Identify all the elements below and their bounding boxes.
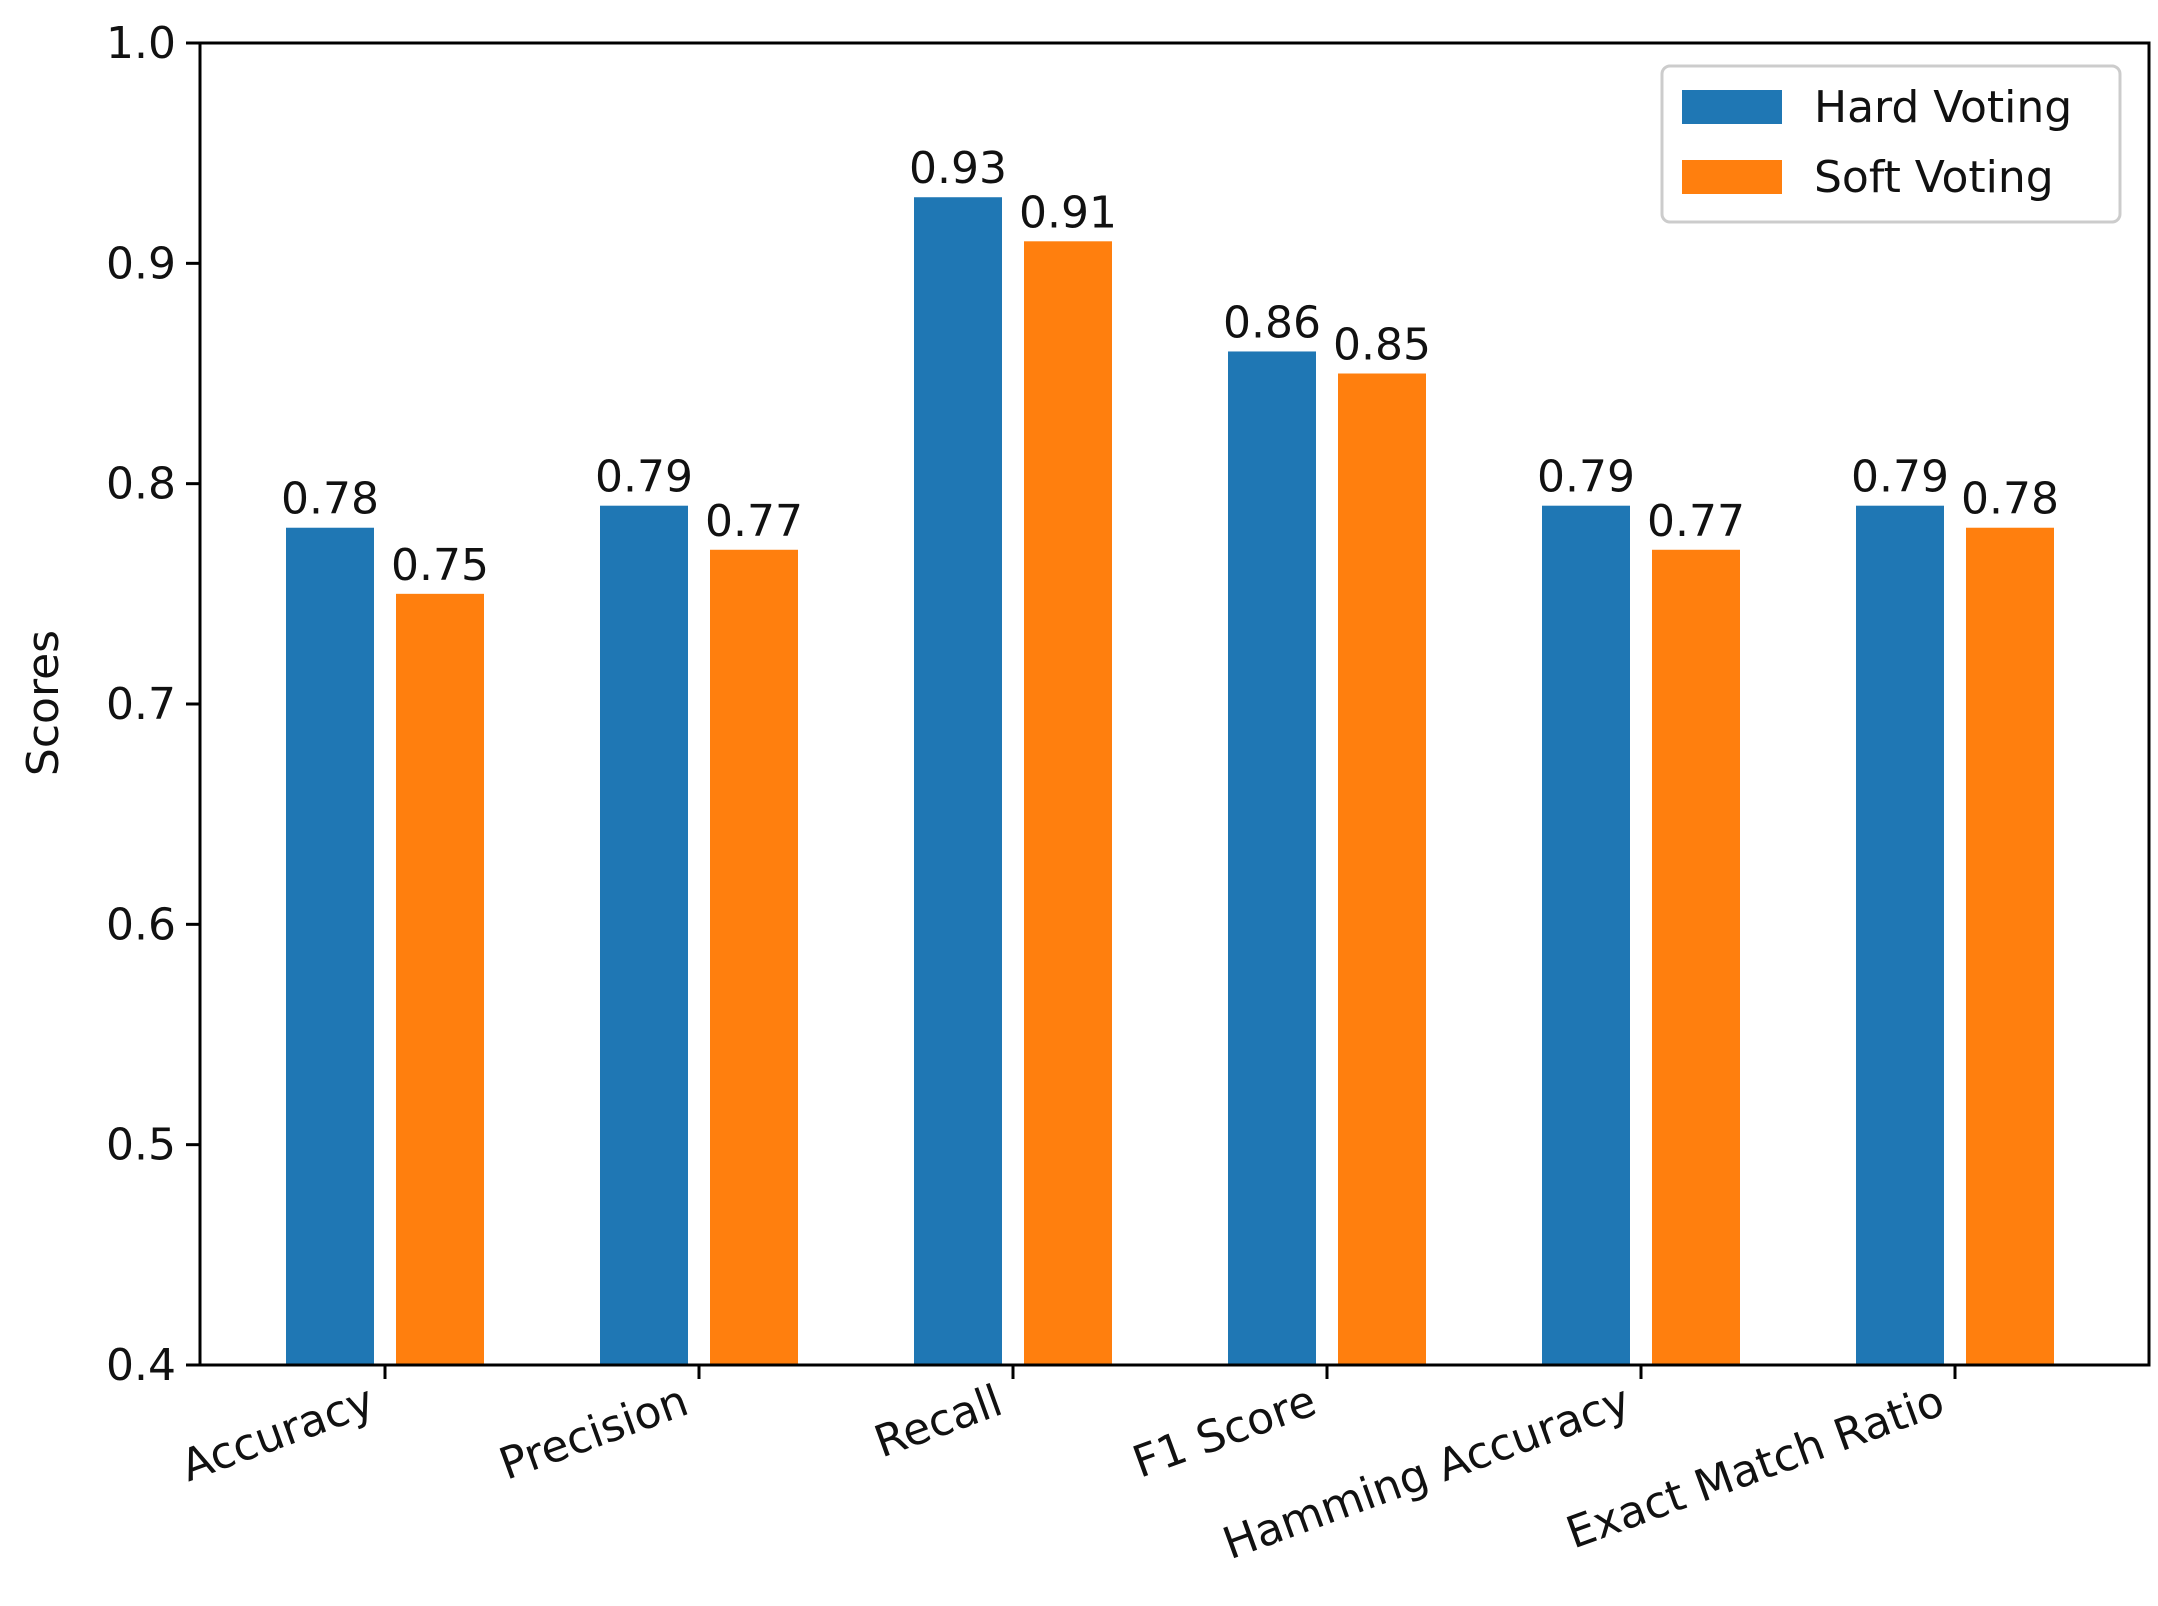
bar-hard-voting <box>1856 505 1944 1365</box>
bar-hard-voting <box>1542 505 1630 1365</box>
legend: Hard Voting Soft Voting <box>1660 64 2122 224</box>
y-tick-label: 1.0 <box>106 18 176 69</box>
y-tick-label: 0.4 <box>106 1340 176 1391</box>
legend-swatch <box>1682 160 1782 194</box>
bar-value-label: 0.86 <box>1223 297 1321 348</box>
plot-area-frame <box>198 41 2151 1367</box>
x-tick-label: Accuracy <box>175 1375 381 1492</box>
bar-soft-voting <box>1338 373 1426 1365</box>
bar-soft-voting <box>1652 549 1740 1365</box>
y-axis-ticks: 0.4 0.5 0.6 0.7 0.8 0.9 1.0 <box>106 18 200 1391</box>
x-tick-label: F1 Score <box>1126 1375 1322 1488</box>
bar-soft-voting <box>1966 527 2054 1365</box>
bar-value-label: 0.79 <box>1851 452 1949 503</box>
bar-value-label: 0.93 <box>909 143 1007 194</box>
bar-value-label: 0.78 <box>281 474 379 525</box>
bar-value-label: 0.77 <box>1647 496 1745 547</box>
y-tick-label: 0.5 <box>106 1120 176 1171</box>
bar-hard-voting <box>286 527 374 1365</box>
bar-value-label: 0.77 <box>705 496 803 547</box>
bar-value-label: 0.91 <box>1019 187 1117 238</box>
bar-soft-voting <box>1024 241 1112 1365</box>
bar-value-label: 0.85 <box>1333 320 1431 371</box>
x-tick-label: Recall <box>868 1375 1009 1468</box>
legend-label: Soft Voting <box>1814 152 2054 203</box>
bar-hard-voting <box>914 197 1002 1365</box>
bar-value-labels: 0.780.750.790.770.930.910.86 0.850.790.77… <box>281 143 2059 591</box>
y-tick-label: 0.6 <box>106 899 176 950</box>
legend-label: Hard Voting <box>1814 82 2072 133</box>
bar-value-label: 0.79 <box>1537 452 1635 503</box>
y-tick-label: 0.7 <box>106 679 176 730</box>
legend-swatch <box>1682 90 1782 124</box>
bar-soft-voting <box>396 593 484 1365</box>
bars <box>286 197 2054 1365</box>
bar-value-label: 0.79 <box>595 452 693 503</box>
bar-hard-voting <box>600 505 688 1365</box>
bar-soft-voting <box>710 549 798 1365</box>
x-tick-label: Precision <box>493 1375 695 1490</box>
y-tick-label: 0.8 <box>106 459 176 510</box>
bar-value-label: 0.75 <box>391 540 489 591</box>
y-axis-label: Scores <box>18 630 69 776</box>
bar-hard-voting <box>1228 351 1316 1365</box>
y-tick-label: 0.9 <box>106 238 176 289</box>
bar-value-label: 0.78 <box>1961 474 2059 525</box>
